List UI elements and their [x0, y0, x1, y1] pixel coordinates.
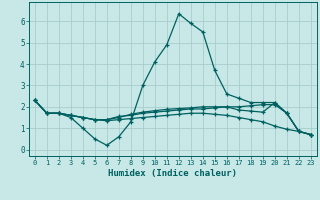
- X-axis label: Humidex (Indice chaleur): Humidex (Indice chaleur): [108, 169, 237, 178]
